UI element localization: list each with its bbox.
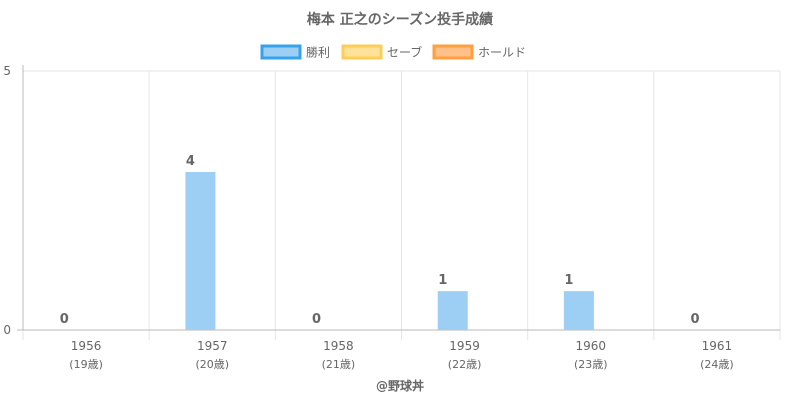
x-tick-label: 1957 [197,339,228,353]
data-label-1959: 1 [438,273,447,288]
legend-swatch [260,44,302,60]
legend-swatch [341,44,383,60]
grid-lines [22,70,781,340]
data-label-1961: 0 [691,312,700,327]
legend-swatch [432,44,474,60]
bar-1960 [563,291,594,330]
data-label-1958: 0 [312,312,321,327]
x-tick-label: 1956 [71,339,102,353]
legend-label: ホールド [478,46,526,60]
chart-title: 梅本 正之のシーズン投手成績 [307,11,493,28]
legend-label: 勝利 [306,45,330,60]
x-tick-label: 1958 [323,339,354,353]
data-label-1960: 1 [564,273,573,288]
x-tick-age-label: (24歳) [700,358,734,371]
x-axis-ticks: 1956 (19歳) 1957 (20歳) 1958 (21歳) 1959 (22歳) 1960… [69,339,733,371]
legend-item-1[interactable]: セーブ [341,44,422,60]
legend: 勝利 セーブ ホールド [260,44,526,60]
credit-label: @野球丼 [376,378,424,393]
bars [185,172,594,330]
y-tick-label: 5 [3,64,11,78]
axes: 05 [3,64,780,337]
x-tick-age-label: (21歳) [322,358,356,371]
data-labels: 0 4 0 1 1 0 [60,154,700,327]
bar-1959 [437,291,468,330]
bar-1957 [185,172,216,330]
data-label-1956: 0 [60,312,69,327]
x-tick-label: 1960 [575,339,606,353]
y-tick-label: 0 [3,323,11,337]
x-tick-age-label: (23歳) [574,358,608,371]
x-tick-label: 1959 [449,339,480,353]
legend-item-0[interactable]: 勝利 [260,44,330,60]
x-tick-age-label: (20歳) [195,358,229,371]
x-tick-age-label: (19歳) [69,358,103,371]
legend-item-2[interactable]: ホールド [432,44,526,60]
x-tick-label: 1961 [702,339,733,353]
legend-label: セーブ [387,45,422,60]
data-label-1957: 4 [186,154,195,169]
x-tick-age-label: (22歳) [448,358,482,371]
